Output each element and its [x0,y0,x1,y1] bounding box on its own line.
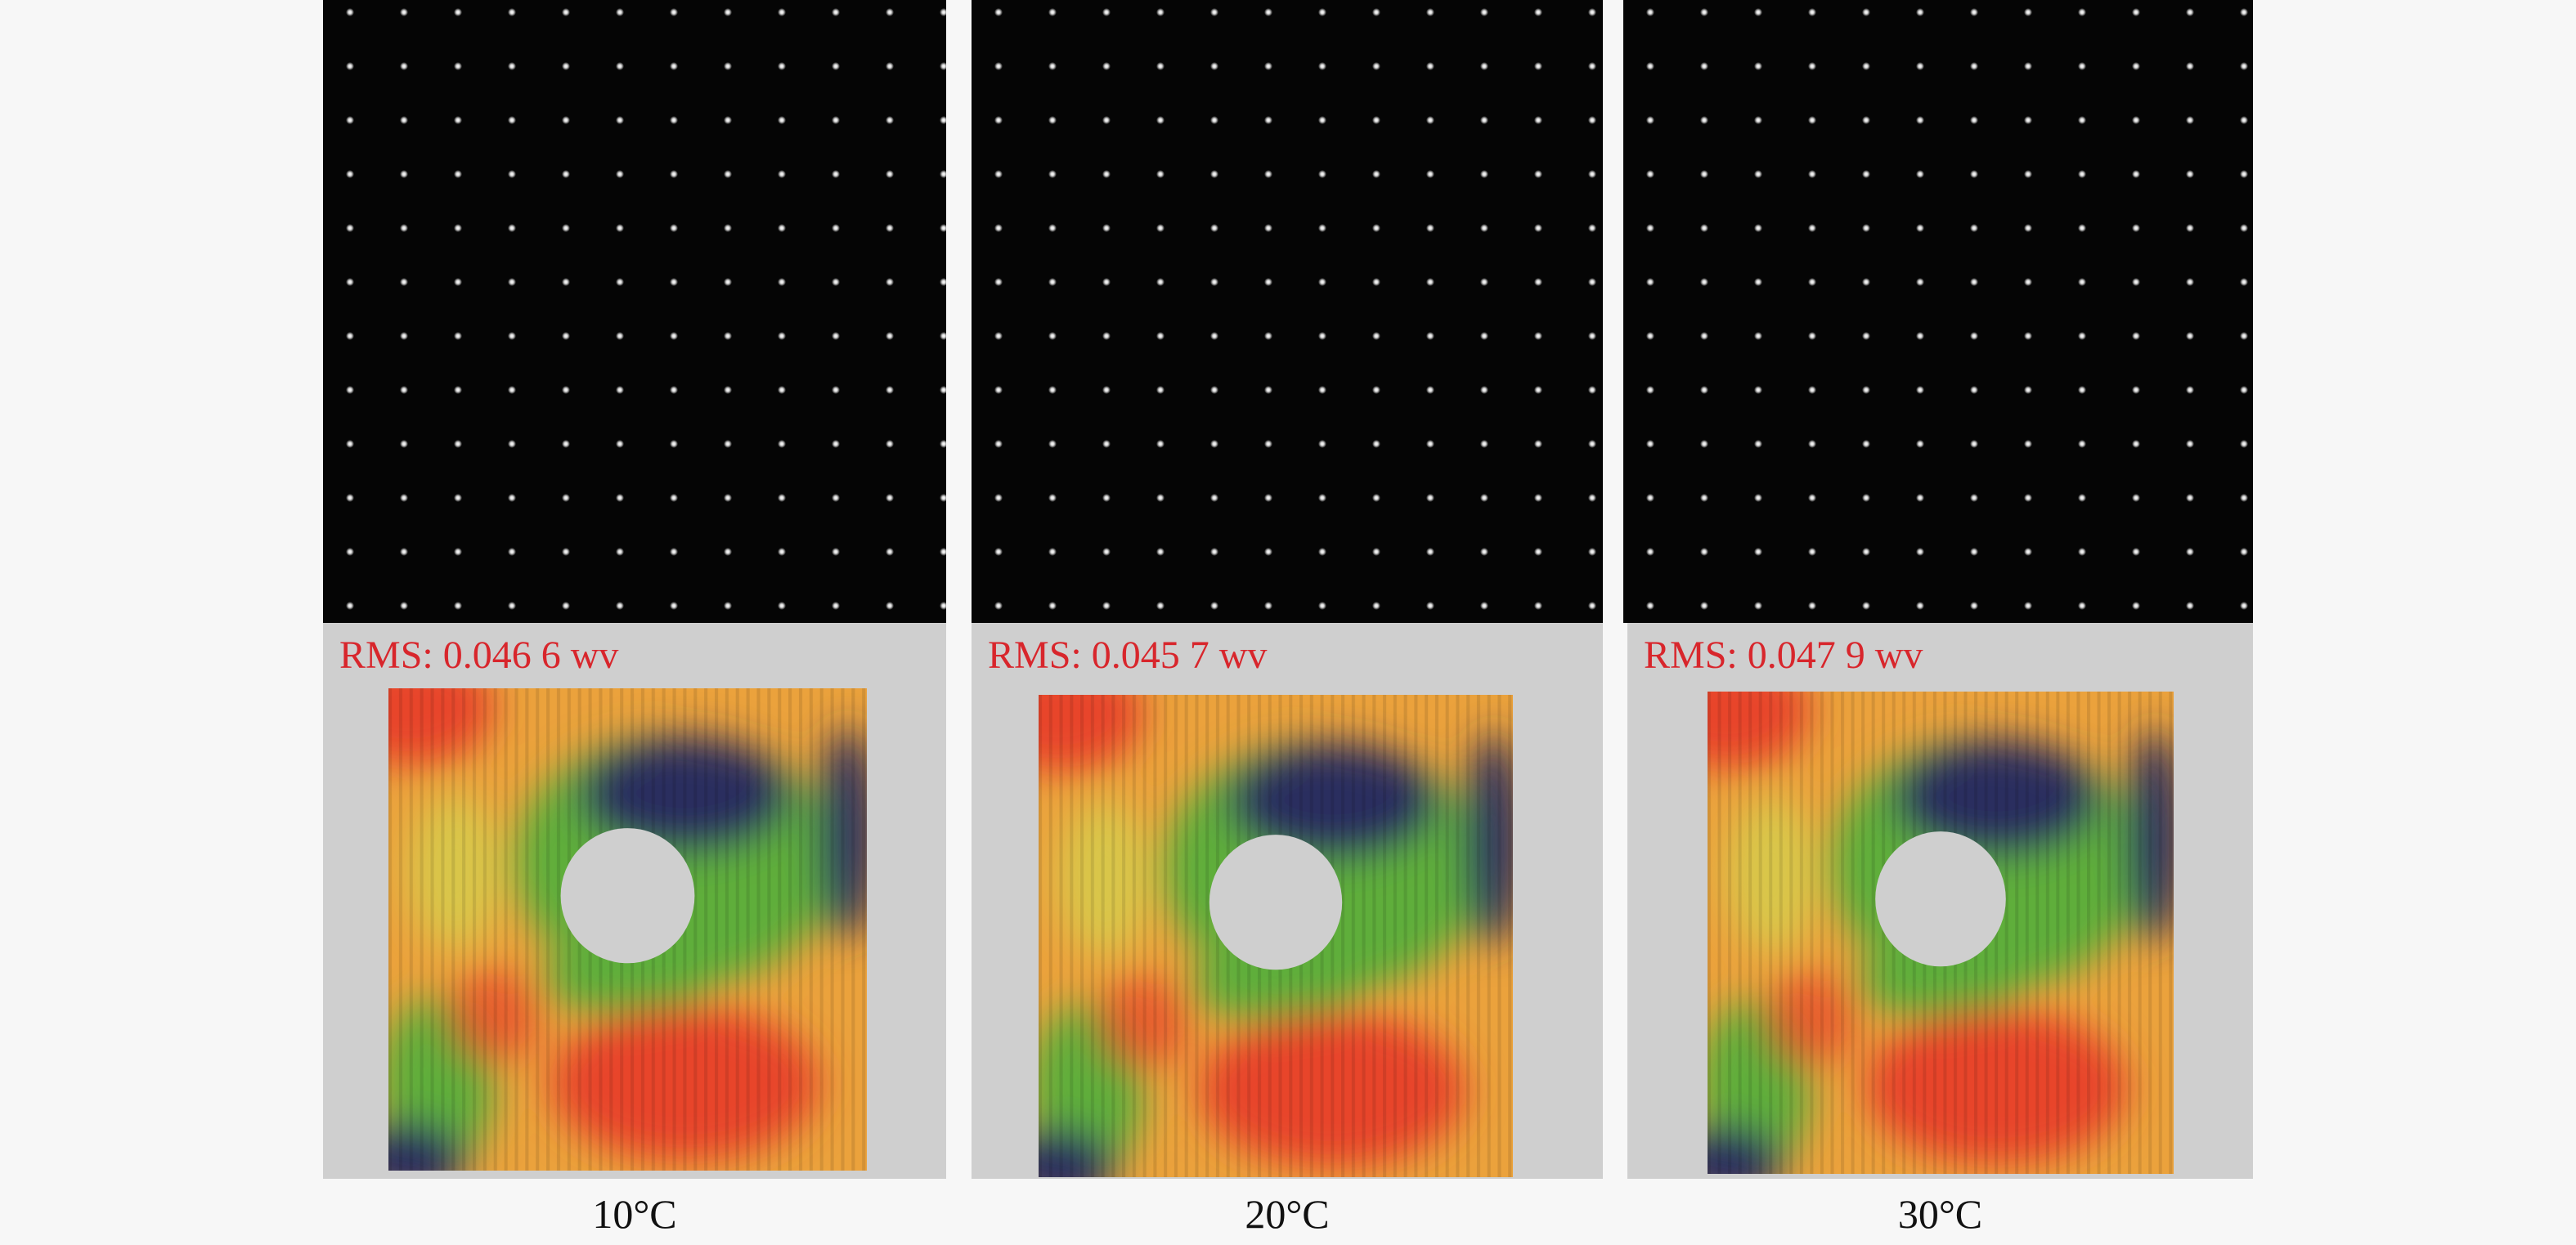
rms-unit: wv [1218,634,1268,677]
rms-value: 0.045 7 [1091,634,1209,677]
heatmap-svg [1708,692,2174,1174]
spot-array-image [972,0,1603,623]
rms-readout: RMS: 0.047 9 wv [1644,633,1923,678]
wavefront-heatmap [1708,692,2174,1174]
wavefront-map-frame: RMS: 0.046 6 wv [323,623,946,1179]
wavefront-map-frame: RMS: 0.045 7 wv [972,623,1603,1179]
temperature-caption: 10°C [592,1191,677,1237]
wavefront-heatmap [1039,695,1513,1177]
spot-array-image [323,0,946,623]
central-obscuration [1875,831,2006,967]
rms-label: RMS: [339,634,433,677]
temperature-caption: 30°C [1897,1191,1983,1237]
wavefront-heatmap [388,688,867,1171]
heatmap-svg [388,688,867,1171]
central-obscuration [1209,835,1343,970]
heatmap-svg [1039,695,1513,1177]
rms-value: 0.046 6 [442,634,561,677]
temperature-caption: 20°C [1245,1191,1330,1237]
rms-readout: RMS: 0.045 7 wv [988,633,1267,678]
central-obscuration [560,828,695,964]
rms-unit: wv [1874,634,1923,677]
rms-unit: wv [570,634,619,677]
spot-array-image [1623,0,2253,623]
rms-label: RMS: [1644,634,1738,677]
rms-value: 0.047 9 [1747,634,1865,677]
rms-label: RMS: [988,634,1082,677]
rms-readout: RMS: 0.046 6 wv [339,633,618,678]
wavefront-map-frame: RMS: 0.047 9 wv [1627,623,2253,1179]
